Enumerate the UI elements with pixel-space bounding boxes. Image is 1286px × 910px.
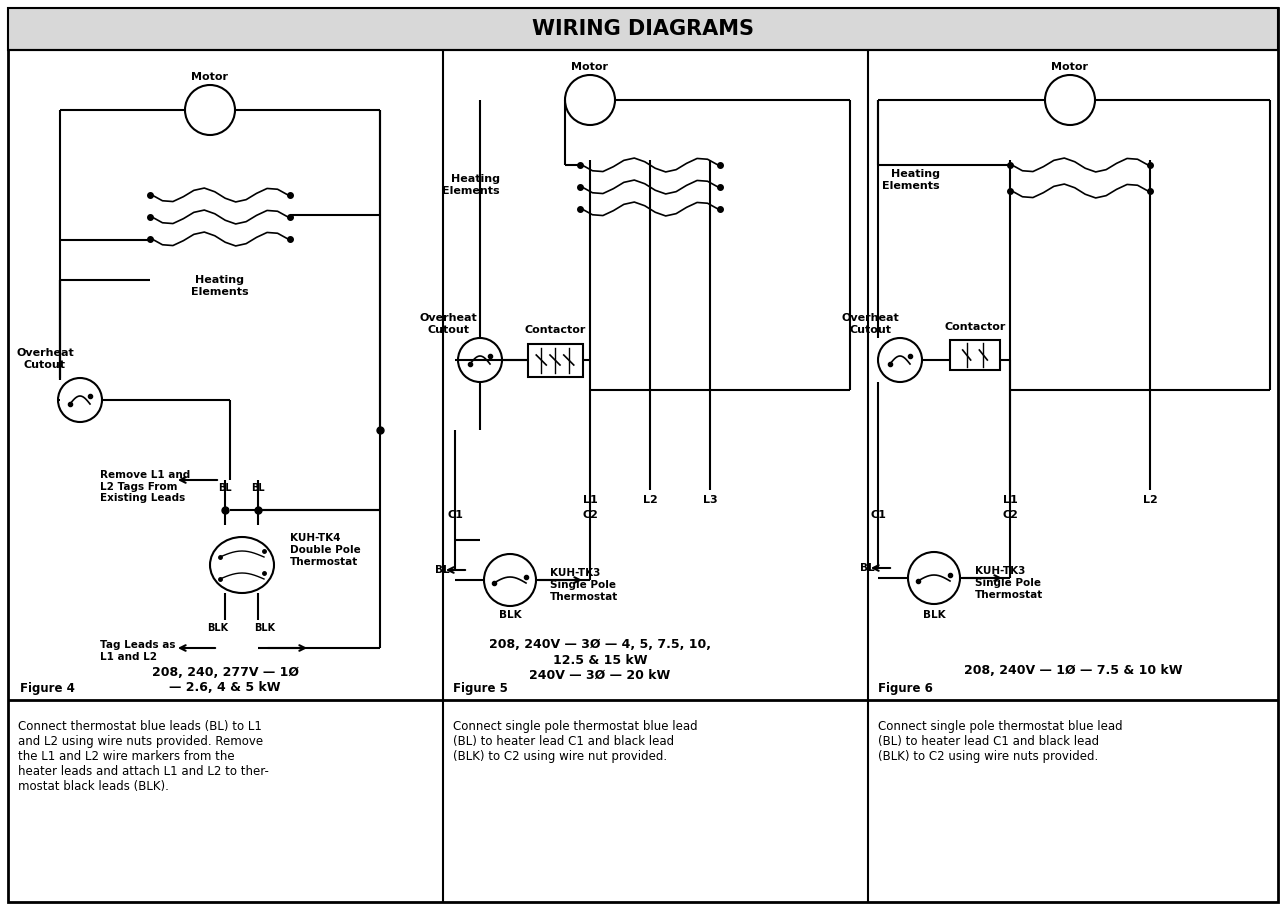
Text: BL: BL <box>860 563 874 573</box>
Text: L1: L1 <box>583 495 598 505</box>
Text: KUH-TK4
Double Pole
Thermostat: KUH-TK4 Double Pole Thermostat <box>291 533 361 567</box>
Bar <box>950 340 1001 370</box>
Text: Connect thermostat blue leads (BL) to L1
and L2 using wire nuts provided. Remove: Connect thermostat blue leads (BL) to L1… <box>18 720 269 793</box>
Text: L3: L3 <box>702 495 718 505</box>
Text: Motor: Motor <box>571 62 608 72</box>
Text: Heating
Elements: Heating Elements <box>442 174 500 196</box>
Text: BLK: BLK <box>207 623 229 633</box>
Text: C2: C2 <box>583 510 598 520</box>
Text: C1: C1 <box>448 510 463 520</box>
Text: Heating
Elements: Heating Elements <box>882 169 940 191</box>
Text: L2: L2 <box>1143 495 1157 505</box>
Text: L1: L1 <box>1003 495 1017 505</box>
Text: BL: BL <box>251 483 265 493</box>
Text: BLK: BLK <box>255 623 275 633</box>
Text: BLK: BLK <box>922 610 945 620</box>
Text: L2: L2 <box>643 495 657 505</box>
Text: Overheat
Cutout: Overheat Cutout <box>17 349 73 370</box>
Text: WIRING DIAGRAMS: WIRING DIAGRAMS <box>532 19 754 39</box>
Bar <box>527 343 583 377</box>
Text: C1: C1 <box>871 510 886 520</box>
Text: Tag Leads as
L1 and L2: Tag Leads as L1 and L2 <box>100 640 175 662</box>
Text: C2: C2 <box>1002 510 1019 520</box>
Text: Connect single pole thermostat blue lead
(BL) to heater lead C1 and black lead
(: Connect single pole thermostat blue lead… <box>453 720 697 763</box>
Text: 208, 240, 277V — 1Ø
— 2.6, 4 & 5 kW: 208, 240, 277V — 1Ø — 2.6, 4 & 5 kW <box>152 666 298 694</box>
Text: Figure 4: Figure 4 <box>21 682 75 695</box>
Text: 208, 240V — 1Ø — 7.5 & 10 kW: 208, 240V — 1Ø — 7.5 & 10 kW <box>963 663 1182 676</box>
Text: Overheat
Cutout: Overheat Cutout <box>841 313 899 335</box>
Text: Motor: Motor <box>1052 62 1088 72</box>
Text: BL: BL <box>436 565 450 575</box>
Text: BLK: BLK <box>499 610 521 620</box>
Bar <box>8 8 1278 50</box>
Text: Connect single pole thermostat blue lead
(BL) to heater lead C1 and black lead
(: Connect single pole thermostat blue lead… <box>878 720 1123 763</box>
Text: Heating
Elements: Heating Elements <box>192 275 248 297</box>
Text: KUH-TK3
Single Pole
Thermostat: KUH-TK3 Single Pole Thermostat <box>975 566 1043 600</box>
Text: Contactor: Contactor <box>944 322 1006 332</box>
Text: Overheat
Cutout: Overheat Cutout <box>419 313 477 335</box>
Text: BL: BL <box>219 483 231 493</box>
Text: Contactor: Contactor <box>525 325 585 335</box>
Text: Remove L1 and
L2 Tags From
Existing Leads: Remove L1 and L2 Tags From Existing Lead… <box>100 470 190 503</box>
Text: Figure 6: Figure 6 <box>878 682 932 695</box>
Text: Motor: Motor <box>192 72 229 82</box>
Text: 208, 240V — 3Ø — 4, 5, 7.5, 10,
12.5 & 15 kW
240V — 3Ø — 20 kW: 208, 240V — 3Ø — 4, 5, 7.5, 10, 12.5 & 1… <box>489 639 711 682</box>
Text: Figure 5: Figure 5 <box>453 682 508 695</box>
Text: KUH-TK3
Single Pole
Thermostat: KUH-TK3 Single Pole Thermostat <box>550 569 619 602</box>
